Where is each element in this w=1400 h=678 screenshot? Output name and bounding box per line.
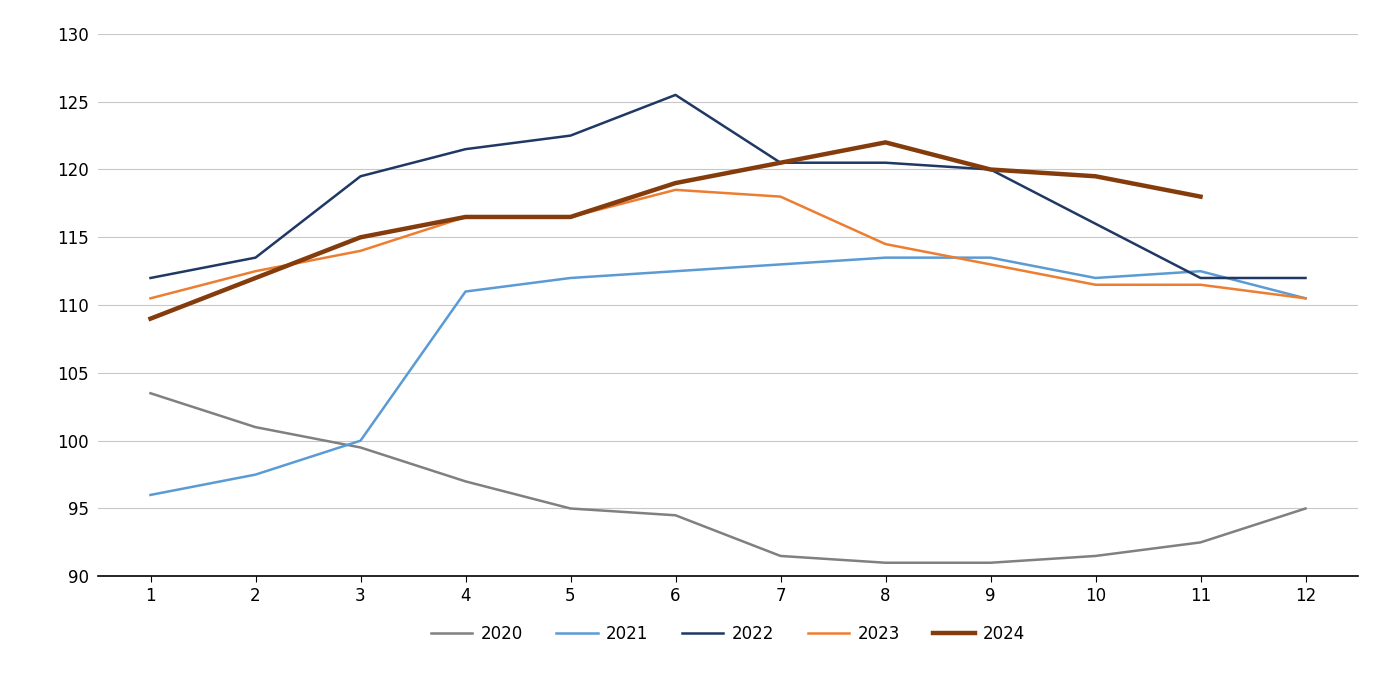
2022 xyxy=(1086,220,1103,228)
2021 xyxy=(456,287,473,296)
2020 xyxy=(1086,552,1103,560)
2022 xyxy=(983,165,1000,174)
2023 xyxy=(246,267,263,275)
2020 xyxy=(983,559,1000,567)
2022 xyxy=(773,159,790,167)
2021 xyxy=(1296,294,1313,302)
2022 xyxy=(456,145,473,153)
2021 xyxy=(561,274,580,282)
2024 xyxy=(773,159,790,167)
2020 xyxy=(561,504,580,513)
2024 xyxy=(1193,193,1210,201)
2020 xyxy=(456,477,473,485)
2024 xyxy=(876,138,893,146)
2020 xyxy=(876,559,893,567)
2024 xyxy=(983,165,1000,174)
2021 xyxy=(773,260,790,268)
2022 xyxy=(561,132,580,140)
2022 xyxy=(666,91,683,99)
2023 xyxy=(876,240,893,248)
2021 xyxy=(983,254,1000,262)
2020 xyxy=(666,511,683,519)
2024 xyxy=(1086,172,1103,180)
2023 xyxy=(456,213,473,221)
2020 xyxy=(353,443,370,452)
Line: 2024: 2024 xyxy=(151,142,1201,319)
Line: 2021: 2021 xyxy=(151,258,1305,495)
2020 xyxy=(143,389,160,397)
2023 xyxy=(143,294,160,302)
2021 xyxy=(143,491,160,499)
2022 xyxy=(1193,274,1210,282)
Legend: 2020, 2021, 2022, 2023, 2024: 2020, 2021, 2022, 2023, 2024 xyxy=(424,618,1032,650)
2022 xyxy=(246,254,263,262)
2021 xyxy=(1193,267,1210,275)
2022 xyxy=(1296,274,1313,282)
2023 xyxy=(1296,294,1313,302)
2022 xyxy=(876,159,893,167)
2023 xyxy=(561,213,580,221)
2024 xyxy=(456,213,473,221)
2024 xyxy=(246,274,263,282)
2021 xyxy=(876,254,893,262)
2023 xyxy=(1086,281,1103,289)
2023 xyxy=(666,186,683,194)
2023 xyxy=(1193,281,1210,289)
2022 xyxy=(353,172,370,180)
2021 xyxy=(246,471,263,479)
Line: 2022: 2022 xyxy=(151,95,1305,278)
2022 xyxy=(143,274,160,282)
2020 xyxy=(773,552,790,560)
2021 xyxy=(353,437,370,445)
2023 xyxy=(773,193,790,201)
Line: 2020: 2020 xyxy=(151,393,1305,563)
2024 xyxy=(561,213,580,221)
2023 xyxy=(983,260,1000,268)
2024 xyxy=(666,179,683,187)
2020 xyxy=(246,423,263,431)
2020 xyxy=(1193,538,1210,546)
2021 xyxy=(1086,274,1103,282)
Line: 2023: 2023 xyxy=(151,190,1305,298)
2021 xyxy=(666,267,683,275)
2024 xyxy=(143,315,160,323)
2020 xyxy=(1296,504,1313,513)
2024 xyxy=(353,233,370,241)
2023 xyxy=(353,247,370,255)
